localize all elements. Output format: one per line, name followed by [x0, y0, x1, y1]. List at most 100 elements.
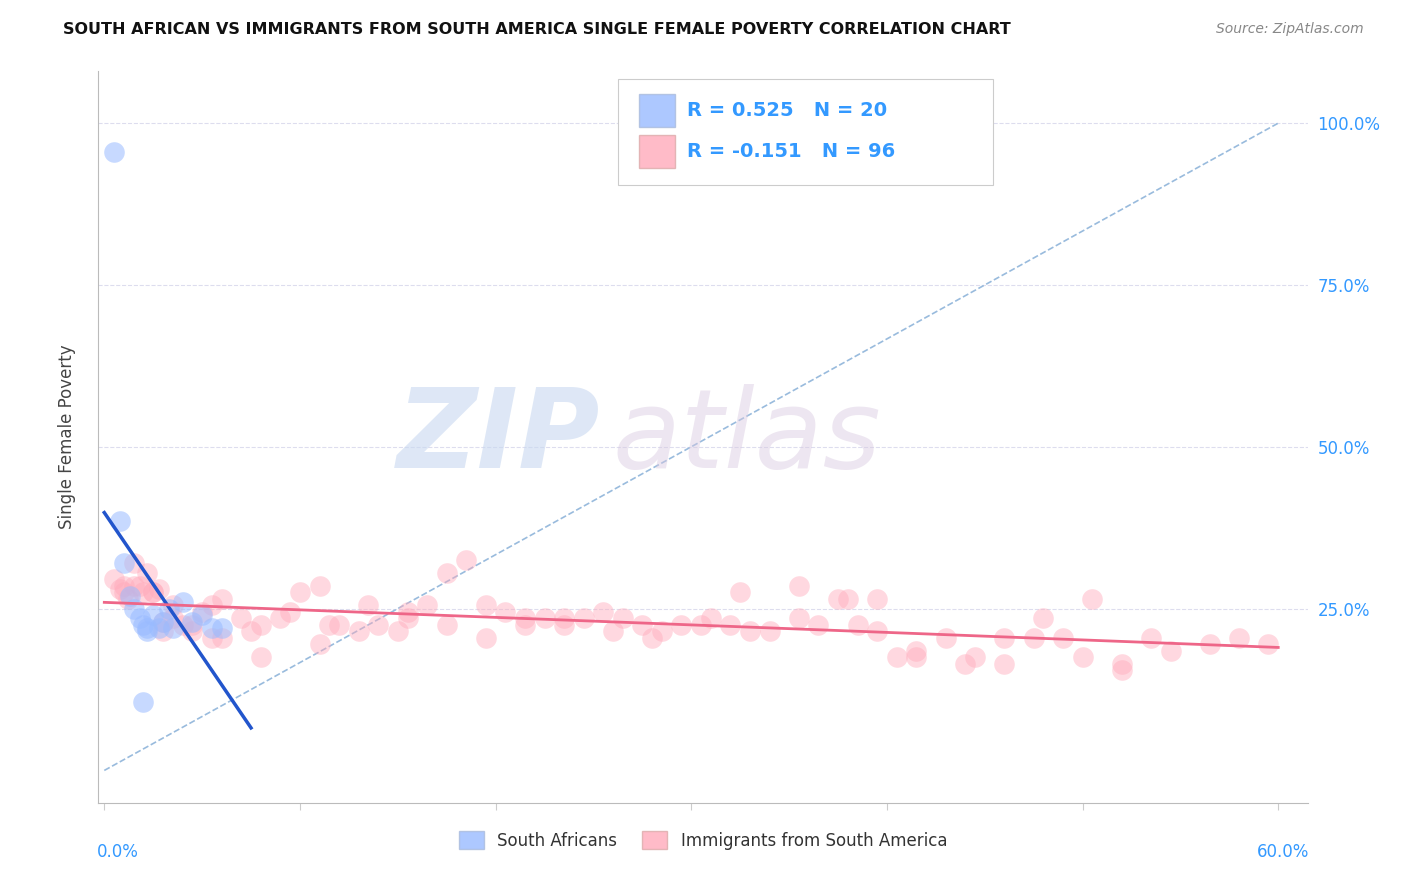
- Point: [456, 553, 478, 567]
- Point: [181, 615, 204, 629]
- Point: [436, 617, 458, 632]
- Point: [211, 621, 233, 635]
- Point: [201, 599, 224, 613]
- Point: [846, 617, 869, 632]
- Point: [328, 617, 350, 632]
- Point: [475, 631, 498, 645]
- Point: [553, 617, 575, 632]
- FancyBboxPatch shape: [638, 136, 675, 169]
- Point: [357, 599, 380, 613]
- Point: [128, 579, 150, 593]
- Point: [886, 650, 908, 665]
- Point: [142, 585, 165, 599]
- Point: [758, 624, 780, 639]
- Text: Source: ZipAtlas.com: Source: ZipAtlas.com: [1216, 22, 1364, 37]
- Point: [181, 624, 204, 639]
- Point: [250, 617, 273, 632]
- Point: [718, 617, 741, 632]
- Point: [142, 585, 165, 599]
- Point: [651, 624, 673, 639]
- Point: [112, 557, 135, 571]
- Point: [1111, 663, 1133, 677]
- Point: [172, 595, 194, 609]
- Point: [1032, 611, 1054, 625]
- Point: [122, 557, 145, 571]
- Point: [1081, 591, 1104, 606]
- Point: [738, 624, 761, 639]
- Point: [157, 601, 180, 615]
- Point: [278, 605, 301, 619]
- Point: [132, 585, 155, 599]
- Point: [162, 599, 184, 613]
- Point: [1111, 657, 1133, 671]
- Point: [475, 599, 498, 613]
- Point: [347, 624, 370, 639]
- Point: [136, 566, 159, 580]
- Point: [103, 145, 125, 160]
- Point: [122, 579, 145, 593]
- Point: [142, 608, 165, 623]
- FancyBboxPatch shape: [638, 94, 675, 127]
- Point: [122, 601, 145, 615]
- Point: [367, 617, 389, 632]
- Point: [152, 615, 174, 629]
- Point: [132, 617, 155, 632]
- Point: [132, 696, 155, 710]
- Text: R = 0.525   N = 20: R = 0.525 N = 20: [688, 101, 887, 120]
- Point: [905, 643, 928, 657]
- Point: [700, 611, 723, 625]
- Point: [612, 611, 634, 625]
- Point: [416, 599, 439, 613]
- Point: [152, 624, 174, 639]
- Point: [494, 605, 516, 619]
- Point: [118, 589, 141, 603]
- Point: [1160, 643, 1182, 657]
- Point: [308, 637, 330, 651]
- Point: [269, 611, 291, 625]
- Text: atlas: atlas: [613, 384, 882, 491]
- Point: [240, 624, 263, 639]
- Point: [136, 621, 159, 635]
- Point: [905, 650, 928, 665]
- Point: [533, 611, 555, 625]
- Point: [201, 631, 224, 645]
- Point: [318, 617, 340, 632]
- Point: [671, 617, 693, 632]
- FancyBboxPatch shape: [619, 78, 993, 185]
- Point: [513, 617, 536, 632]
- Point: [641, 631, 664, 645]
- Point: [572, 611, 595, 625]
- Point: [993, 631, 1015, 645]
- Point: [201, 621, 224, 635]
- Point: [148, 621, 170, 635]
- Point: [1140, 631, 1163, 645]
- Point: [148, 582, 170, 597]
- Point: [827, 591, 849, 606]
- Point: [136, 624, 159, 639]
- Point: [1257, 637, 1279, 651]
- Point: [152, 615, 174, 629]
- Point: [162, 611, 184, 625]
- Point: [191, 605, 214, 619]
- Point: [592, 605, 614, 619]
- Point: [288, 585, 311, 599]
- Point: [108, 582, 131, 597]
- Point: [728, 585, 751, 599]
- Point: [108, 514, 131, 528]
- Point: [963, 650, 986, 665]
- Y-axis label: Single Female Poverty: Single Female Poverty: [58, 345, 76, 529]
- Point: [787, 611, 810, 625]
- Point: [396, 605, 419, 619]
- Point: [1022, 631, 1045, 645]
- Point: [1052, 631, 1074, 645]
- Point: [1071, 650, 1094, 665]
- Point: [211, 631, 233, 645]
- Point: [1198, 637, 1220, 651]
- Point: [396, 611, 419, 625]
- Point: [128, 611, 150, 625]
- Point: [553, 611, 575, 625]
- Point: [181, 617, 204, 632]
- Point: [117, 591, 139, 606]
- Point: [211, 591, 233, 606]
- Point: [103, 573, 125, 587]
